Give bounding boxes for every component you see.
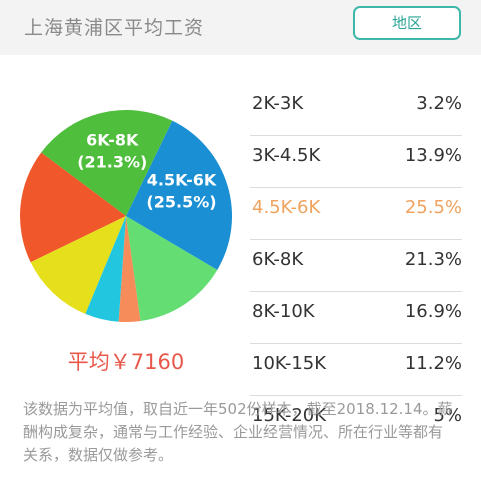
- page-title: 上海黄浦区平均工资: [24, 17, 205, 39]
- average-salary: 平均￥7160: [67, 350, 185, 374]
- pie-data-percent: (21.3%): [77, 153, 147, 172]
- range-row[interactable]: 3K-4.5K 13.9%: [250, 136, 462, 188]
- range-row[interactable]: 6K-8K 21.3%: [250, 240, 462, 292]
- range-row[interactable]: 10K-15K 11.2%: [250, 344, 462, 396]
- pie-slice: [126, 120, 233, 270]
- pie-slice: [41, 109, 173, 216]
- range-percent: 3.2%: [416, 93, 462, 114]
- range-row[interactable]: 2K-3K 3.2%: [250, 84, 462, 136]
- pie-slice: [118, 216, 141, 322]
- range-percent: 16.9%: [404, 301, 462, 322]
- pie-slice: [85, 216, 126, 322]
- range-label: 2K-3K: [252, 93, 304, 114]
- pie-slice: [30, 216, 126, 314]
- range-row[interactable]: 8K-10K 16.9%: [250, 292, 462, 344]
- range-label: 3K-4.5K: [252, 145, 321, 166]
- range-row[interactable]: 4.5K-6K 25.5%: [250, 188, 462, 240]
- range-label: 4.5K-6K: [252, 197, 321, 218]
- salary-range-list: 2K-3K 3.2% 3K-4.5K 13.9% 4.5K-6K 25.5% 6K-8K 21…: [250, 84, 462, 447]
- header-bar: 上海黄浦区平均工资 地区: [0, 0, 481, 55]
- pie-data-label: 6K-8K: [86, 131, 139, 150]
- range-label: 6K-8K: [252, 249, 304, 270]
- range-label: 15K-20K: [252, 405, 327, 426]
- range-label: 8K-10K: [252, 301, 315, 322]
- footnote: 该数据为平均值，取自近一年502份样本，截至2018.12.14。薪酬构成复杂，…: [23, 400, 453, 464]
- range-percent: 13.9%: [404, 145, 462, 166]
- region-button[interactable]: 地区: [353, 6, 461, 40]
- range-percent: 25.5%: [404, 197, 462, 218]
- range-percent: 21.3%: [404, 249, 462, 270]
- range-percent: 5%: [433, 405, 462, 426]
- pie-slice: [20, 152, 126, 263]
- salary-pie-chart: 4.5K-6K (25.5%) 6K-8K (21.3%): [18, 108, 234, 324]
- pie-slice: [126, 216, 218, 321]
- range-row[interactable]: 15K-20K 5%: [250, 396, 462, 447]
- pie-data-percent: (25.5%): [146, 192, 216, 211]
- range-label: 10K-15K: [252, 353, 327, 374]
- range-percent: 11.2%: [404, 353, 462, 374]
- pie-data-label: 4.5K-6K: [147, 170, 217, 189]
